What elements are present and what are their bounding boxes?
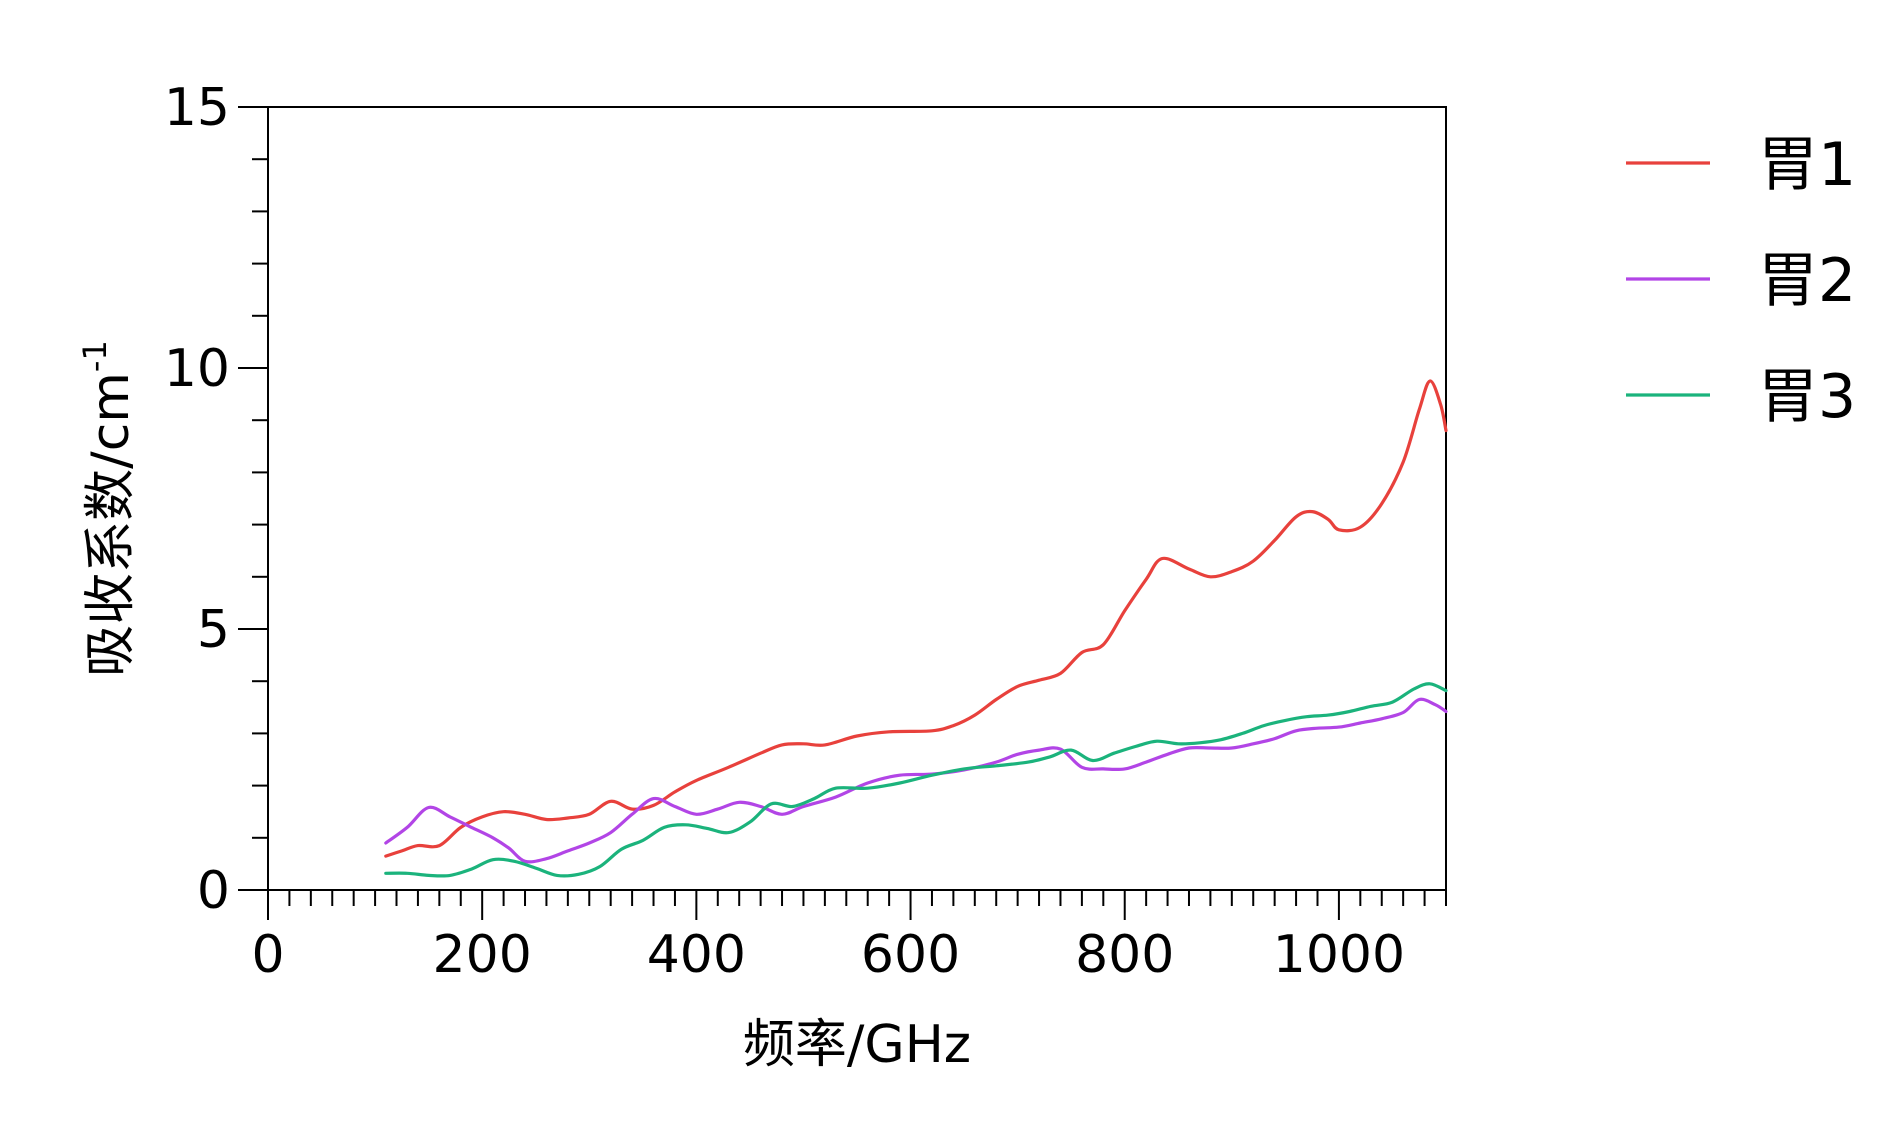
plot-area-frame — [267, 106, 1447, 891]
x-tick-label: 600 — [861, 925, 960, 985]
y-axis-ticks: 0 5 10 15 — [164, 78, 268, 921]
x-tick-label: 0 — [251, 925, 284, 985]
x-tick-label: 400 — [647, 925, 746, 985]
x-tick-label: 200 — [433, 925, 532, 985]
y-axis-title-superscript: -1 — [76, 340, 114, 372]
y-tick-label: 0 — [197, 861, 230, 921]
legend-label-2: 胃2 — [1758, 246, 1856, 316]
y-tick-label: 10 — [164, 339, 230, 399]
series-lines — [384, 379, 1448, 878]
y-tick-label: 5 — [197, 600, 230, 660]
legend-label-3: 胃3 — [1758, 362, 1856, 432]
x-tick-label: 1000 — [1273, 925, 1405, 985]
y-axis-title-main: 吸收系数/cm — [81, 372, 141, 677]
legend-label-1: 胃1 — [1758, 130, 1856, 200]
series-line-1 — [384, 379, 1448, 858]
x-axis-ticks: 0 200 400 600 800 1000 — [251, 890, 1447, 985]
x-tick-label: 800 — [1075, 925, 1174, 985]
y-tick-label: 15 — [164, 78, 230, 138]
y-axis-title: 吸收系数/cm-1 — [76, 340, 141, 677]
x-axis-title: 频率/GHz — [743, 1015, 971, 1075]
series-line-3 — [384, 682, 1448, 878]
legend: 胃1 胃2 胃3 — [1626, 130, 1856, 432]
